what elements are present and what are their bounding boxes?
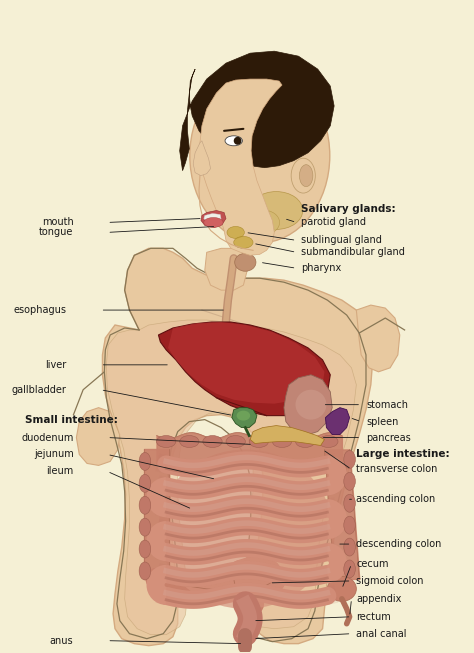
Polygon shape xyxy=(102,248,373,646)
Polygon shape xyxy=(201,210,226,227)
Ellipse shape xyxy=(226,436,246,447)
Text: descending colon: descending colon xyxy=(356,539,442,549)
Ellipse shape xyxy=(328,577,356,601)
Text: anus: anus xyxy=(50,635,73,646)
Polygon shape xyxy=(326,407,350,434)
Text: submandibular gland: submandibular gland xyxy=(301,247,405,257)
Ellipse shape xyxy=(344,560,356,578)
Text: rectum: rectum xyxy=(356,612,391,622)
Polygon shape xyxy=(232,407,257,428)
Polygon shape xyxy=(106,320,356,635)
Ellipse shape xyxy=(139,518,151,536)
Text: sigmoid colon: sigmoid colon xyxy=(356,576,424,586)
Ellipse shape xyxy=(291,158,315,193)
Polygon shape xyxy=(205,248,247,290)
Text: Large intestine:: Large intestine: xyxy=(356,449,450,460)
Ellipse shape xyxy=(249,436,268,447)
Ellipse shape xyxy=(204,217,223,227)
Polygon shape xyxy=(284,375,332,436)
Ellipse shape xyxy=(344,472,356,490)
Ellipse shape xyxy=(344,451,356,468)
Polygon shape xyxy=(180,51,334,170)
Ellipse shape xyxy=(344,516,356,534)
Text: ascending colon: ascending colon xyxy=(356,494,436,504)
Text: pharynx: pharynx xyxy=(301,263,342,273)
Polygon shape xyxy=(250,426,325,445)
Text: anal canal: anal canal xyxy=(356,629,407,639)
Text: jejunum: jejunum xyxy=(34,449,73,460)
Ellipse shape xyxy=(234,137,241,145)
Text: spleen: spleen xyxy=(366,417,398,426)
Text: Salivary glands:: Salivary glands: xyxy=(301,204,396,214)
Text: stomach: stomach xyxy=(366,400,408,409)
Polygon shape xyxy=(158,322,330,415)
Polygon shape xyxy=(193,141,210,176)
Ellipse shape xyxy=(235,253,256,271)
Text: parotid gland: parotid gland xyxy=(301,217,366,227)
Ellipse shape xyxy=(246,210,280,235)
Ellipse shape xyxy=(158,449,332,609)
Text: Small intestine:: Small intestine: xyxy=(25,415,118,424)
Ellipse shape xyxy=(190,69,330,243)
Ellipse shape xyxy=(139,453,151,470)
Ellipse shape xyxy=(139,540,151,558)
Ellipse shape xyxy=(319,436,338,447)
Ellipse shape xyxy=(273,436,292,447)
Ellipse shape xyxy=(300,165,313,187)
Text: sublingual gland: sublingual gland xyxy=(301,235,382,246)
Ellipse shape xyxy=(344,538,356,556)
Text: mouth: mouth xyxy=(42,217,73,227)
Polygon shape xyxy=(200,79,282,255)
Ellipse shape xyxy=(203,436,222,447)
Ellipse shape xyxy=(237,411,250,421)
Ellipse shape xyxy=(295,436,315,447)
Text: appendix: appendix xyxy=(356,594,401,604)
Text: cecum: cecum xyxy=(356,559,389,569)
Ellipse shape xyxy=(227,227,245,238)
Ellipse shape xyxy=(295,390,327,420)
Text: liver: liver xyxy=(46,360,67,370)
Ellipse shape xyxy=(139,496,151,514)
Ellipse shape xyxy=(156,436,176,447)
Ellipse shape xyxy=(180,436,199,447)
Text: tongue: tongue xyxy=(39,227,73,238)
Polygon shape xyxy=(168,322,325,404)
Text: esophagus: esophagus xyxy=(14,305,67,315)
Text: gallbladder: gallbladder xyxy=(12,385,67,394)
Ellipse shape xyxy=(234,236,253,248)
Polygon shape xyxy=(204,214,221,221)
Text: transverse colon: transverse colon xyxy=(356,464,438,474)
Ellipse shape xyxy=(225,136,242,146)
Ellipse shape xyxy=(139,474,151,492)
Polygon shape xyxy=(76,407,120,466)
Text: duodenum: duodenum xyxy=(21,432,73,443)
Ellipse shape xyxy=(344,494,356,512)
Polygon shape xyxy=(356,305,400,372)
Text: pancreas: pancreas xyxy=(366,432,411,443)
Ellipse shape xyxy=(139,562,151,580)
Ellipse shape xyxy=(250,191,303,229)
Text: ileum: ileum xyxy=(46,466,73,477)
